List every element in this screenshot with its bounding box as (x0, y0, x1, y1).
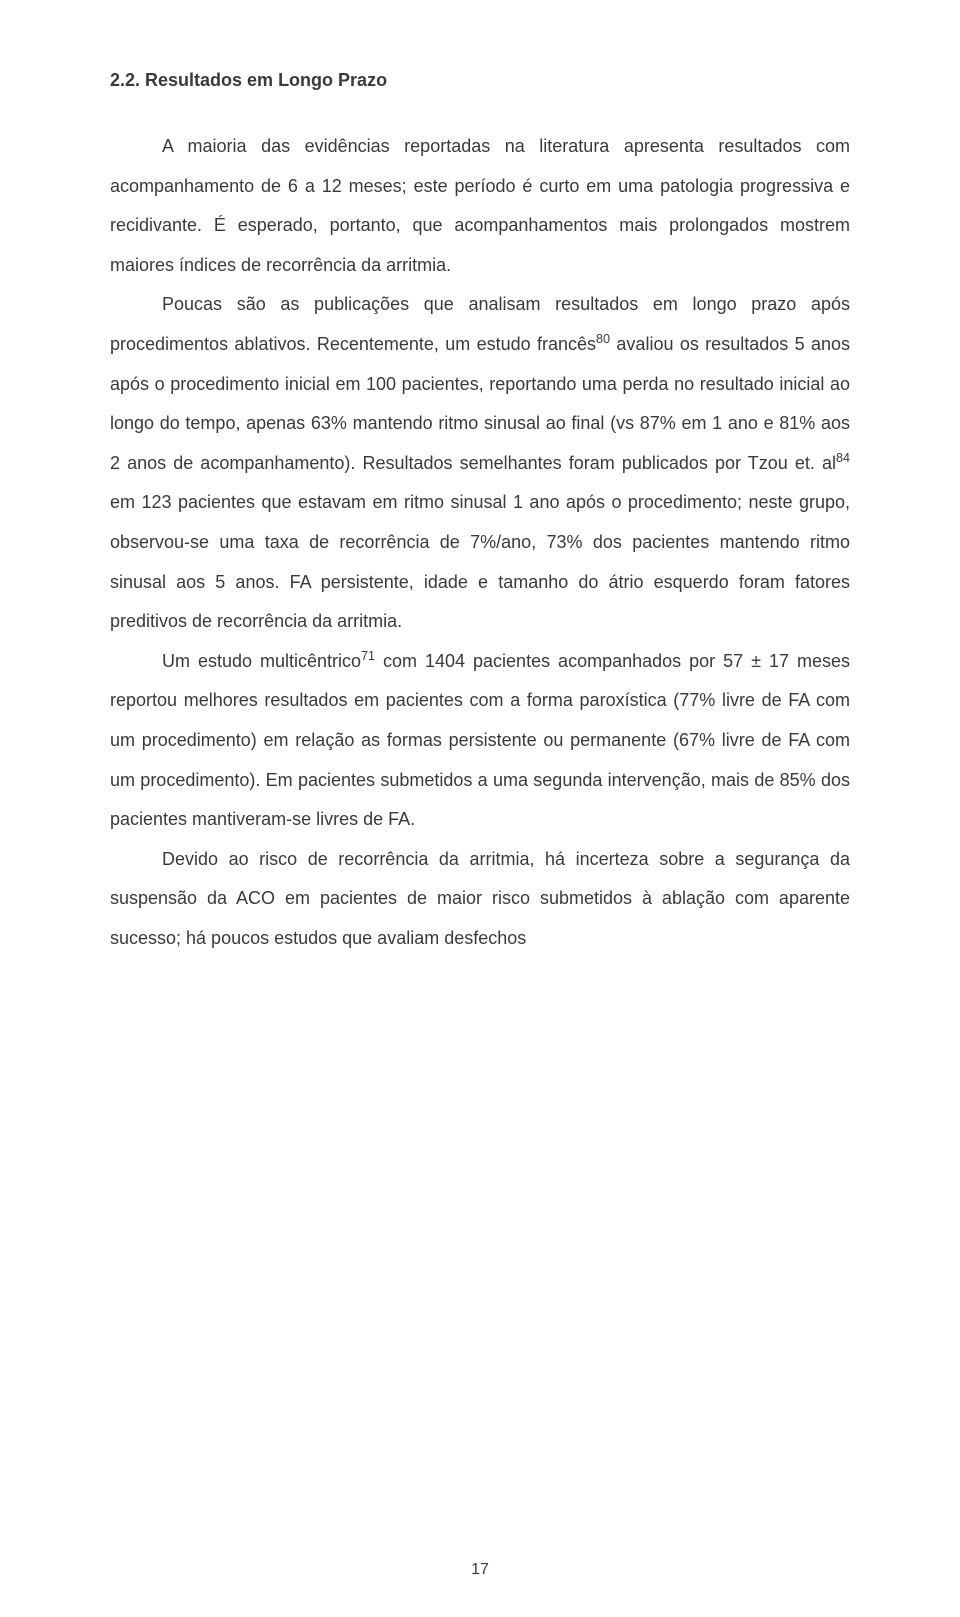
citation-superscript: 71 (361, 649, 375, 663)
section-heading: 2.2. Resultados em Longo Prazo (110, 70, 850, 91)
page-number: 17 (0, 1561, 960, 1579)
citation-superscript: 80 (596, 332, 610, 346)
paragraph: Devido ao risco de recorrência da arritm… (110, 840, 850, 959)
paragraph: Poucas são as publicações que analisam r… (110, 285, 850, 641)
citation-superscript: 84 (836, 451, 850, 465)
body-text: A maioria das evidências reportadas na l… (110, 127, 850, 958)
document-page: 2.2. Resultados em Longo Prazo A maioria… (0, 0, 960, 1617)
paragraph: A maioria das evidências reportadas na l… (110, 127, 850, 285)
paragraph: Um estudo multicêntrico71 com 1404 pacie… (110, 642, 850, 840)
